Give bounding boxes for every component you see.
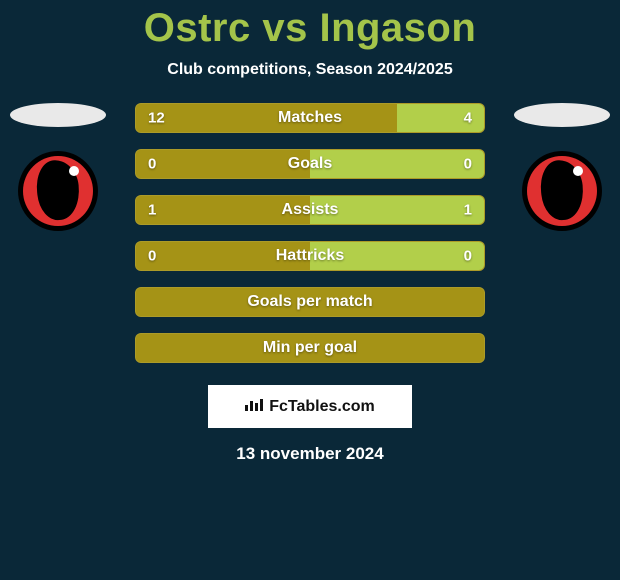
stat-bar-row: Goals per match: [135, 287, 485, 317]
stat-bar-row: Min per goal: [135, 333, 485, 363]
stat-bar-row: Hattricks 0 0: [135, 241, 485, 271]
stat-bar-label: Hattricks: [276, 247, 344, 265]
stat-bar-row: Matches 12 4: [135, 103, 485, 133]
vs-word: vs: [262, 6, 308, 50]
subtitle: Club competitions, Season 2024/2025: [0, 61, 620, 79]
snapshot-date: 13 november 2024: [0, 444, 620, 464]
stat-bar-label: Matches: [278, 109, 342, 127]
stat-bar-left-value: 0: [148, 156, 156, 173]
stat-bar-left-segment: [136, 104, 397, 132]
stat-bar-right-value: 4: [464, 110, 472, 127]
stat-bar-row: Assists 1 1: [135, 195, 485, 225]
club-crest-icon: [18, 151, 98, 231]
shadow-ellipse-icon: [10, 103, 106, 127]
player-right-name: Ingason: [319, 6, 476, 50]
stat-bar-left-value: 12: [148, 110, 165, 127]
bars-chart-icon: [245, 397, 263, 416]
stat-bar-right-value: 0: [464, 248, 472, 265]
comparison-content: Matches124Goals00Assists11Hattricks00Goa…: [0, 103, 620, 464]
stat-bar-left-segment: [136, 150, 310, 178]
stat-bar-right-segment: [310, 150, 484, 178]
right-player-graphic: [514, 103, 610, 231]
comparison-title: Ostrc vs Ingason: [0, 0, 620, 51]
left-player-graphic: [10, 103, 106, 231]
attribution-text: FcTables.com: [269, 398, 375, 416]
player-left-name: Ostrc: [144, 6, 251, 50]
stat-bar-label: Goals per match: [247, 293, 372, 311]
attribution-badge: FcTables.com: [208, 385, 412, 428]
stat-bar-row: Goals 0 0: [135, 149, 485, 179]
stat-bar-label: Min per goal: [263, 339, 357, 357]
stat-bar-left-value: 0: [148, 248, 156, 265]
stat-bar-label: Assists: [282, 201, 339, 219]
stat-bar-left-value: 1: [148, 202, 156, 219]
club-crest-icon: [522, 151, 602, 231]
shadow-ellipse-icon: [514, 103, 610, 127]
stat-bar-right-value: 1: [464, 202, 472, 219]
stat-bars: Matches124Goals00Assists11Hattricks00Goa…: [135, 103, 485, 363]
stat-bar-label: Goals: [288, 155, 332, 173]
stat-bar-right-value: 0: [464, 156, 472, 173]
